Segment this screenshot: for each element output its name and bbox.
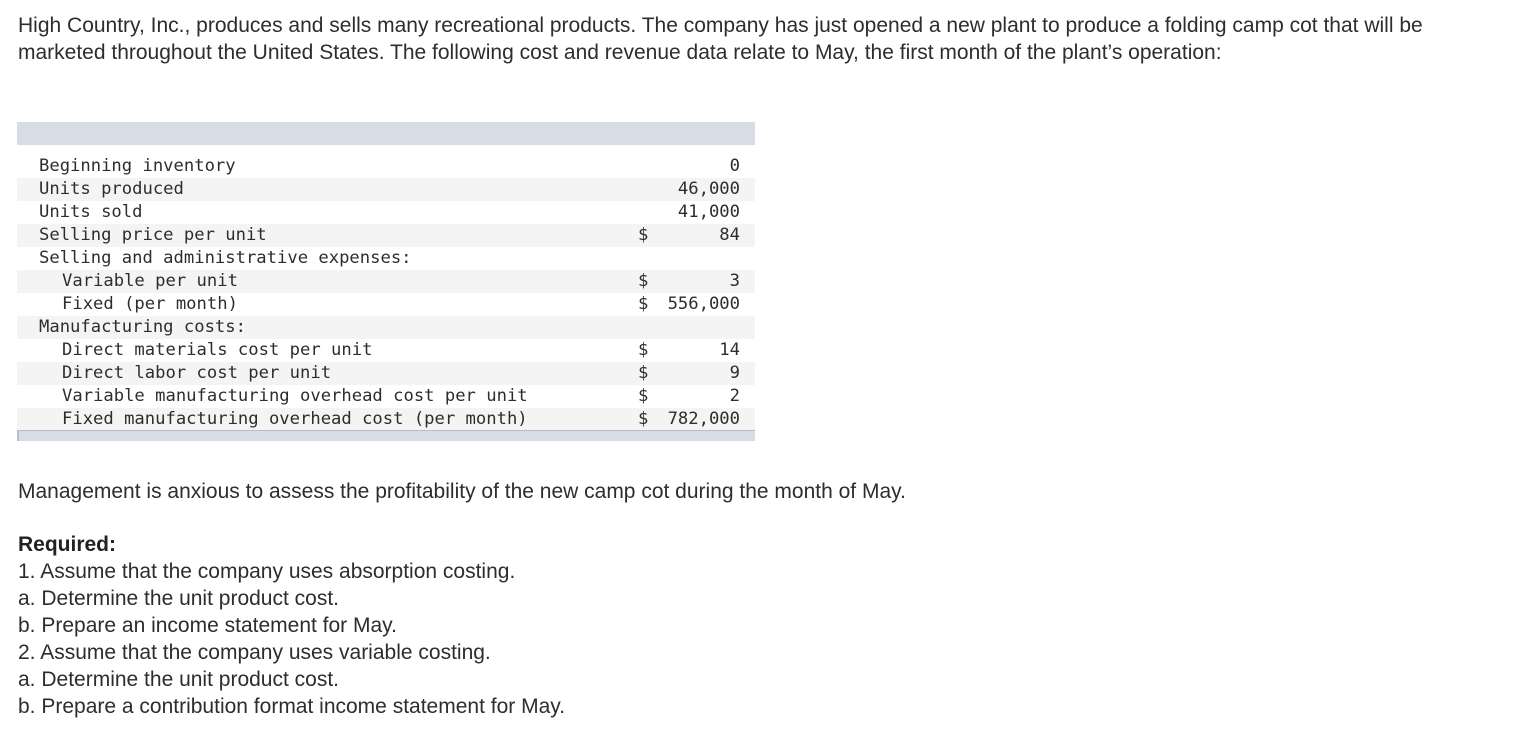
row-currency: $ [638,409,649,429]
row-label: Selling and administrative expenses: [39,248,412,268]
table-row: Selling price per unit $84 [17,224,755,247]
row-label: Selling price per unit [39,225,267,245]
table-footer-bar [17,430,755,441]
row-value: 84 [719,225,740,245]
row-value: 41,000 [677,202,740,222]
row-value: 782,000 [667,409,740,429]
required-item: b. Prepare an income statement for May. [18,614,397,637]
row-value: 3 [729,271,740,291]
row-value: 46,000 [677,179,740,199]
table-row: Selling and administrative expenses: [17,247,755,270]
required-item: 1. Assume that the company uses absorpti… [18,560,516,583]
cost-revenue-table: Beginning inventory 0 Units produced 46,000… [17,122,755,441]
required-heading: Required: [18,533,117,556]
table-row: Units produced 46,000 [17,178,755,201]
row-value: 0 [729,156,740,176]
row-label: Fixed manufacturing overhead cost (per m… [62,409,528,429]
table-row: Fixed (per month) $556,000 [17,293,755,316]
required-item: 2. Assume that the company uses variable… [18,641,491,664]
row-label: Variable per unit [62,271,238,291]
table-row: Direct labor cost per unit $9 [17,362,755,385]
management-paragraph: Management is anxious to assess the prof… [18,480,906,503]
row-label: Manufacturing costs: [39,317,246,337]
row-currency: $ [638,294,649,314]
row-currency: $ [638,225,649,245]
row-currency: $ [638,271,649,291]
table-row: Direct materials cost per unit $14 [17,339,755,362]
table-row: Variable manufacturing overhead cost per… [17,385,755,408]
row-value: 2 [729,386,740,406]
row-label: Direct labor cost per unit [62,363,332,383]
table-row: Variable per unit $3 [17,270,755,293]
row-label: Variable manufacturing overhead cost per… [62,386,528,406]
intro-paragraph: High Country, Inc., produces and sells m… [18,14,1423,64]
row-value: 556,000 [667,294,740,314]
row-label: Fixed (per month) [62,294,238,314]
row-value: 14 [719,340,740,360]
row-currency: $ [638,386,649,406]
row-label: Units sold [39,202,143,222]
required-item: a. Determine the unit product cost. [18,587,339,610]
row-currency: $ [638,340,649,360]
row-value: 9 [729,363,740,383]
required-section: Required: 1. Assume that the company use… [18,531,565,720]
row-currency: $ [638,363,649,383]
row-label: Direct materials cost per unit [62,340,373,360]
required-item: b. Prepare a contribution format income … [18,695,566,718]
required-item: a. Determine the unit product cost. [18,668,339,691]
table-row: Manufacturing costs: [17,316,755,339]
table-row: Units sold 41,000 [17,201,755,224]
table-body: Beginning inventory 0 Units produced 46,000… [17,145,755,441]
table-header-bar [17,122,755,145]
table-row: Beginning inventory 0 [17,155,755,178]
row-label: Units produced [39,179,184,199]
table-row: Fixed manufacturing overhead cost (per m… [17,408,755,431]
row-label: Beginning inventory [39,156,236,176]
